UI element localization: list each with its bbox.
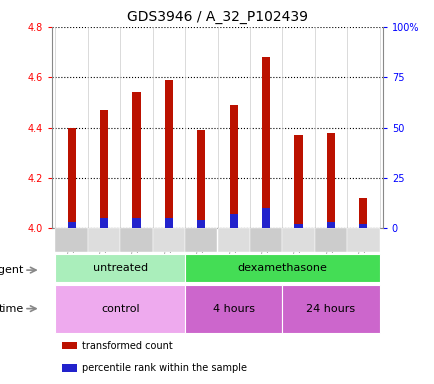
Bar [229,105,237,228]
Bar [132,218,140,228]
Bar [358,198,367,228]
Text: agent: agent [0,265,24,275]
Bar [217,228,250,252]
Bar [197,220,205,228]
Bar [282,228,314,252]
Bar [164,80,173,228]
Text: dexamethasone: dexamethasone [237,263,326,273]
Bar [55,285,184,333]
Bar [326,222,334,228]
Bar [294,135,302,228]
Bar [120,228,152,252]
Text: 24 hours: 24 hours [306,304,355,314]
Bar [358,224,367,228]
Bar [152,228,184,252]
Bar [67,222,76,228]
Bar [294,224,302,228]
Bar [282,285,379,333]
Bar [164,218,173,228]
Title: GDS3946 / A_32_P102439: GDS3946 / A_32_P102439 [127,10,307,25]
Bar [197,130,205,228]
Text: time: time [0,304,24,314]
Bar [62,364,77,372]
Bar [184,285,282,333]
Text: transformed count: transformed count [82,341,172,351]
Bar [229,214,237,228]
Text: 4 hours: 4 hours [212,304,254,314]
Bar [314,228,346,252]
Bar [55,254,184,282]
Bar [326,132,334,228]
Bar [250,228,282,252]
Bar [88,228,120,252]
Text: control: control [101,304,139,314]
Bar [184,254,379,282]
Bar [100,218,108,228]
Bar [132,93,140,228]
Bar [261,208,270,228]
Text: percentile rank within the sample: percentile rank within the sample [82,363,247,373]
Bar [346,228,379,252]
Bar [67,127,76,228]
Bar [100,110,108,228]
Bar [261,57,270,228]
Bar [184,228,217,252]
Bar [62,342,77,349]
Text: untreated: untreated [92,263,148,273]
Bar [55,228,88,252]
